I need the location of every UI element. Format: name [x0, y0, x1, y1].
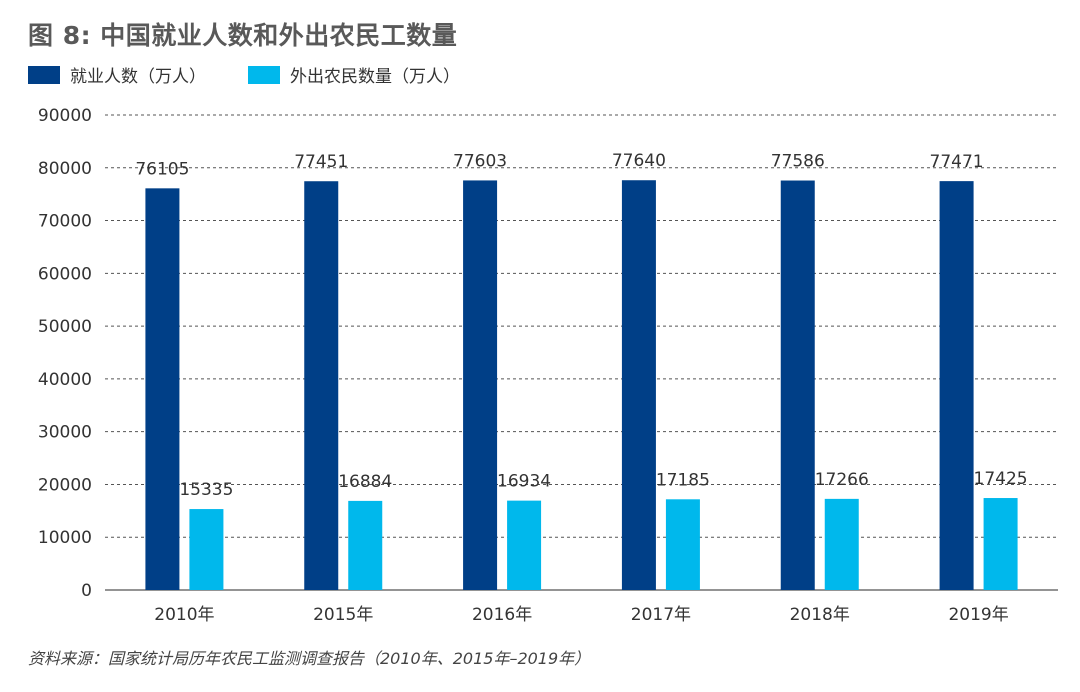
data-label-employment: 76105 — [135, 159, 189, 179]
data-label-migrant: 16884 — [338, 472, 392, 492]
y-tick-label: 50000 — [38, 317, 92, 337]
legend: 就业人数（万人） 外出农民数量（万人） — [28, 62, 502, 87]
bar-migrant — [983, 498, 1018, 590]
y-tick-label: 40000 — [38, 370, 92, 390]
data-label-employment: 77640 — [612, 151, 666, 171]
data-label-employment: 77586 — [771, 152, 825, 172]
bar-migrant — [507, 500, 542, 590]
y-tick-label: 10000 — [38, 528, 92, 548]
bar-employment — [780, 180, 815, 591]
legend-item-migrant: 外出农民数量（万人） — [248, 62, 460, 87]
y-tick-label: 60000 — [38, 264, 92, 284]
data-label-migrant: 17266 — [815, 470, 869, 490]
bar-employment — [145, 188, 180, 590]
data-label-migrant: 17425 — [974, 469, 1028, 489]
legend-swatch-migrant — [248, 65, 280, 84]
x-tick-label: 2016年 — [472, 605, 532, 625]
y-tick-label: 90000 — [38, 106, 92, 126]
bar-employment — [621, 180, 656, 590]
data-label-employment: 77471 — [930, 152, 984, 172]
y-tick-label: 20000 — [38, 475, 92, 495]
bar-employment — [939, 181, 974, 590]
data-label-migrant: 15335 — [179, 480, 233, 500]
bar-migrant — [348, 500, 383, 590]
x-tick-label: 2017年 — [631, 605, 691, 625]
bar-migrant — [824, 498, 859, 590]
source-note: 资料来源：国家统计局历年农民工监测调查报告（2010年、2015年–2019年） — [28, 649, 591, 668]
data-label-migrant: 16934 — [497, 472, 551, 492]
legend-label-migrant: 外出农民数量（万人） — [290, 67, 460, 87]
bar-migrant — [189, 509, 224, 590]
x-tick-label: 2010年 — [154, 605, 214, 625]
y-tick-label: 0 — [81, 581, 92, 601]
data-label-employment: 77451 — [294, 152, 348, 172]
y-tick-label: 30000 — [38, 423, 92, 443]
bar-migrant — [665, 499, 700, 590]
chart-title: 图 8: 中国就业人数和外出农民工数量 — [28, 21, 458, 50]
bar-employment — [304, 181, 339, 590]
legend-label-employment: 就业人数（万人） — [70, 67, 206, 87]
bar-employment — [463, 180, 498, 591]
y-tick-label: 70000 — [38, 212, 92, 232]
y-tick-label: 80000 — [38, 159, 92, 179]
x-tick-label: 2015年 — [313, 605, 373, 625]
x-tick-label: 2019年 — [948, 605, 1008, 625]
x-tick-label: 2018年 — [790, 605, 850, 625]
data-label-employment: 77603 — [453, 151, 507, 171]
data-label-migrant: 17185 — [656, 470, 710, 490]
legend-item-employment: 就业人数（万人） — [28, 62, 206, 87]
legend-swatch-employment — [28, 65, 60, 84]
